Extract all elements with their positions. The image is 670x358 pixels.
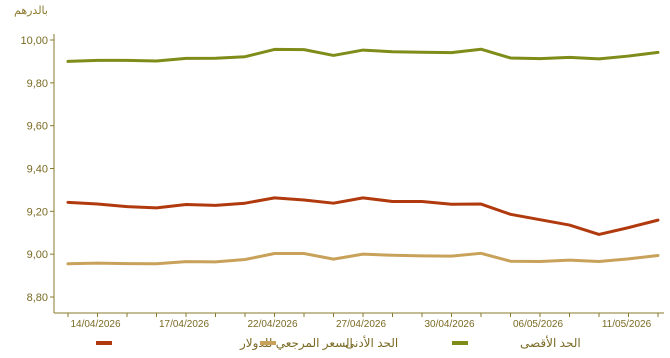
x-tick-label: 06/05/2026 (513, 319, 563, 330)
x-tick-label: 22/04/2026 (247, 319, 297, 330)
legend-label: الحد الأدنى (345, 335, 398, 350)
y-tick-label: 9,60 (27, 121, 48, 133)
y-tick-label: 10,00 (20, 35, 48, 47)
series-line-2 (66, 251, 660, 266)
legend-label: الحد الأقصى (520, 335, 581, 350)
y-axis-unit-label: بالدرهم (14, 5, 48, 17)
series-line-0 (66, 47, 660, 63)
axes: 10,00 9,80 9,60 9,40 9,20 9,00 8,80 14/04/2026 1… (20, 34, 664, 330)
y-tick-label: 9,80 (27, 78, 48, 90)
series-line-1 (66, 196, 660, 236)
x-tick-label: 30/04/2026 (424, 319, 474, 330)
legend-label: السعر المرجعي للدولار (239, 336, 353, 351)
series-layer (66, 47, 660, 266)
x-tick-label: 14/04/2026 (70, 319, 120, 330)
y-tick-label: 9,40 (27, 164, 48, 176)
x-tick-label: 27/04/2026 (336, 319, 386, 330)
y-tick-label: 8,80 (27, 292, 48, 304)
x-tick-label: 17/04/2026 (159, 319, 209, 330)
y-tick-label: 9,20 (27, 206, 48, 218)
x-tick-label: 11/05/2026 (602, 319, 652, 330)
y-tick-label: 9,00 (27, 249, 48, 261)
